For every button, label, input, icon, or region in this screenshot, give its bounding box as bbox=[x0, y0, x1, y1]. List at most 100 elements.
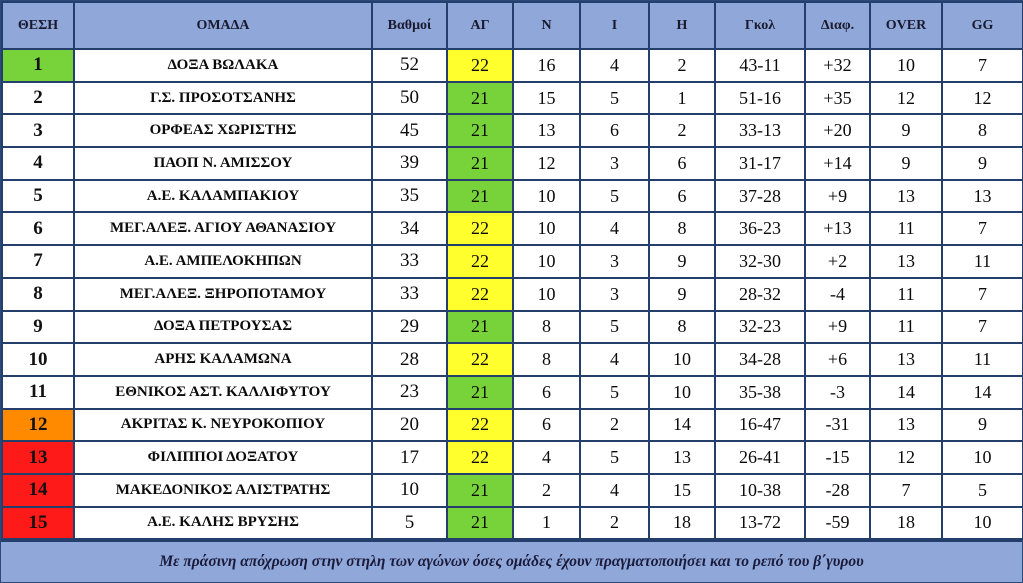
cell-gg: 8 bbox=[941, 113, 1023, 149]
cell-points: 20 bbox=[371, 407, 448, 443]
cell-team: Γ.Σ. ΠΡΟΣΟΤΣΑΝΗΣ bbox=[73, 80, 373, 116]
cell-wins: 2 bbox=[512, 472, 581, 508]
table-row: 12 ΑΚΡΙΤΑΣ Κ. ΝΕΥΡΟΚΟΠΙΟΥ 20 22 6 2 14 16-47 -31… bbox=[1, 407, 1023, 443]
cell-wins: 10 bbox=[512, 211, 581, 247]
cell-over: 11 bbox=[869, 211, 943, 247]
footer-note: Με πράσινη απόχρωση στην στηλη των αγώνω… bbox=[1, 540, 1022, 583]
cell-over: 13 bbox=[869, 178, 943, 214]
cell-gg: 9 bbox=[941, 407, 1023, 443]
cell-wins: 10 bbox=[512, 244, 581, 279]
cell-losses: 10 bbox=[648, 342, 716, 377]
cell-games: 21 bbox=[446, 146, 514, 181]
cell-over: 9 bbox=[869, 113, 943, 149]
cell-goals: 13-72 bbox=[714, 505, 806, 541]
cell-points: 39 bbox=[371, 146, 448, 181]
header-points: Βαθμοί bbox=[371, 1, 448, 50]
cell-team: ΜΕΓ.ΑΛΕΞ. ΑΓΙΟΥ ΑΘΑΝΑΣΙΟΥ bbox=[73, 211, 373, 247]
table-row: 4 ΠΑΟΠ Ν. ΑΜΙΣΣΟΥ 39 21 12 3 6 31-17 +14 9 9 bbox=[1, 146, 1023, 181]
cell-losses: 1 bbox=[648, 80, 716, 116]
cell-goals: 31-17 bbox=[714, 146, 806, 181]
cell-goals: 43-11 bbox=[714, 48, 806, 83]
cell-draws: 5 bbox=[579, 309, 650, 345]
cell-gg: 7 bbox=[941, 211, 1023, 247]
cell-team: ΑΚΡΙΤΑΣ Κ. ΝΕΥΡΟΚΟΠΙΟΥ bbox=[73, 407, 373, 443]
header-goals: Γκολ bbox=[714, 1, 806, 50]
cell-team: Α.Ε. ΚΑΛΑΜΠΑΚΙΟΥ bbox=[73, 178, 373, 214]
cell-points: 29 bbox=[371, 309, 448, 345]
cell-points: 5 bbox=[371, 505, 448, 541]
cell-diff: -59 bbox=[804, 505, 871, 541]
cell-team: ΜΕΓ.ΑΛΕΞ. ΞΗΡΟΠΟΤΑΜΟΥ bbox=[73, 276, 373, 312]
cell-over: 11 bbox=[869, 309, 943, 345]
cell-goals: 51-16 bbox=[714, 80, 806, 116]
cell-diff: +13 bbox=[804, 211, 871, 247]
cell-games: 21 bbox=[446, 178, 514, 214]
cell-goals: 34-28 bbox=[714, 342, 806, 377]
header-row: ΘΕΣΗ ΟΜΑΔΑ Βαθμοί ΑΓ Ν Ι Η Γκολ Διαφ. OV… bbox=[1, 1, 1023, 50]
header-losses: Η bbox=[648, 1, 716, 50]
table-row: 2 Γ.Σ. ΠΡΟΣΟΤΣΑΝΗΣ 50 21 15 5 1 51-16 +35 12 12 bbox=[1, 80, 1023, 116]
table-row: 8 ΜΕΓ.ΑΛΕΞ. ΞΗΡΟΠΟΤΑΜΟΥ 33 22 10 3 9 28-32 -4 11 7 bbox=[1, 276, 1023, 312]
cell-pos: 11 bbox=[1, 374, 75, 410]
cell-over: 14 bbox=[869, 374, 943, 410]
header-gg: GG bbox=[941, 1, 1023, 50]
table-row: 13 ΦΙΛΙΠΠΟΙ ΔΟΞΑΤΟΥ 17 22 4 5 13 26-41 -15 12 10 bbox=[1, 440, 1023, 475]
cell-points: 33 bbox=[371, 244, 448, 279]
cell-over: 7 bbox=[869, 472, 943, 508]
cell-pos: 12 bbox=[1, 407, 75, 443]
table-row: 10 ΑΡΗΣ ΚΑΛΑΜΩΝΑ 28 22 8 4 10 34-28 +6 13 11 bbox=[1, 342, 1023, 377]
header-diff: Διαφ. bbox=[804, 1, 871, 50]
cell-gg: 7 bbox=[941, 48, 1023, 83]
cell-team: ΟΡΦΕΑΣ ΧΩΡΙΣΤΗΣ bbox=[73, 113, 373, 149]
cell-points: 45 bbox=[371, 113, 448, 149]
cell-diff: -31 bbox=[804, 407, 871, 443]
cell-losses: 14 bbox=[648, 407, 716, 443]
cell-draws: 4 bbox=[579, 211, 650, 247]
cell-losses: 2 bbox=[648, 113, 716, 149]
cell-games: 22 bbox=[446, 48, 514, 83]
cell-points: 35 bbox=[371, 178, 448, 214]
cell-losses: 8 bbox=[648, 309, 716, 345]
cell-pos: 10 bbox=[1, 342, 75, 377]
cell-games: 22 bbox=[446, 211, 514, 247]
cell-gg: 12 bbox=[941, 80, 1023, 116]
cell-pos: 8 bbox=[1, 276, 75, 312]
table-row: 1 ΔΟΞΑ ΒΩΛΑΚΑ 52 22 16 4 2 43-11 +32 10 7 bbox=[1, 48, 1023, 83]
cell-over: 10 bbox=[869, 48, 943, 83]
cell-team: ΠΑΟΠ Ν. ΑΜΙΣΣΟΥ bbox=[73, 146, 373, 181]
cell-gg: 9 bbox=[941, 146, 1023, 181]
cell-goals: 28-32 bbox=[714, 276, 806, 312]
cell-pos: 14 bbox=[1, 472, 75, 508]
cell-losses: 18 bbox=[648, 505, 716, 541]
cell-games: 21 bbox=[446, 505, 514, 541]
cell-diff: +9 bbox=[804, 178, 871, 214]
cell-points: 23 bbox=[371, 374, 448, 410]
cell-gg: 11 bbox=[941, 244, 1023, 279]
cell-gg: 13 bbox=[941, 178, 1023, 214]
cell-draws: 5 bbox=[579, 178, 650, 214]
header-wins: Ν bbox=[512, 1, 581, 50]
cell-team: ΔΟΞΑ ΒΩΛΑΚΑ bbox=[73, 48, 373, 83]
cell-over: 12 bbox=[869, 440, 943, 475]
cell-draws: 2 bbox=[579, 407, 650, 443]
cell-draws: 4 bbox=[579, 472, 650, 508]
cell-draws: 5 bbox=[579, 440, 650, 475]
cell-over: 12 bbox=[869, 80, 943, 116]
cell-draws: 4 bbox=[579, 342, 650, 377]
cell-wins: 13 bbox=[512, 113, 581, 149]
cell-draws: 2 bbox=[579, 505, 650, 541]
cell-over: 9 bbox=[869, 146, 943, 181]
cell-team: ΦΙΛΙΠΠΟΙ ΔΟΞΑΤΟΥ bbox=[73, 440, 373, 475]
cell-gg: 5 bbox=[941, 472, 1023, 508]
cell-team: ΜΑΚΕΔΟΝΙΚΟΣ ΑΛΙΣΤΡΑΤΗΣ bbox=[73, 472, 373, 508]
cell-games: 21 bbox=[446, 472, 514, 508]
cell-gg: 7 bbox=[941, 276, 1023, 312]
cell-goals: 32-23 bbox=[714, 309, 806, 345]
cell-pos: 2 bbox=[1, 80, 75, 116]
cell-points: 34 bbox=[371, 211, 448, 247]
cell-pos: 7 bbox=[1, 244, 75, 279]
cell-diff: +32 bbox=[804, 48, 871, 83]
cell-diff: +35 bbox=[804, 80, 871, 116]
cell-wins: 6 bbox=[512, 374, 581, 410]
